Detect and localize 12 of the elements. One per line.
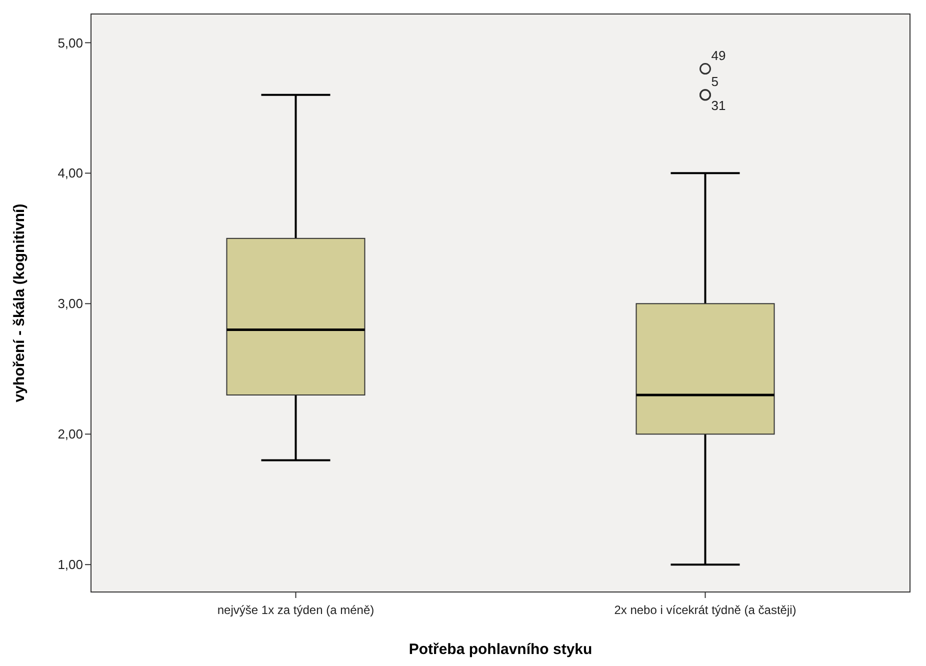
x-tick-label: nejvýše 1x za týden (a méně) [217, 603, 374, 617]
y-axis-title: vyhoření - škála (kognitivní) [11, 204, 28, 402]
x-axis-title: Potřeba pohlavního styku [408, 641, 592, 658]
x-tick-label: 2x nebo i vícekrát týdně (a častěji) [614, 603, 796, 617]
annotation: 31 [711, 98, 726, 113]
y-tick-label: 3,00 [58, 296, 83, 312]
annotation: 49 [711, 48, 726, 63]
y-tick-label: 2,00 [58, 426, 83, 442]
y-tick-label: 5,00 [58, 35, 83, 50]
y-tick-label: 4,00 [58, 166, 83, 181]
annotation: 5 [711, 74, 718, 89]
y-tick-label: 1,00 [58, 557, 83, 572]
